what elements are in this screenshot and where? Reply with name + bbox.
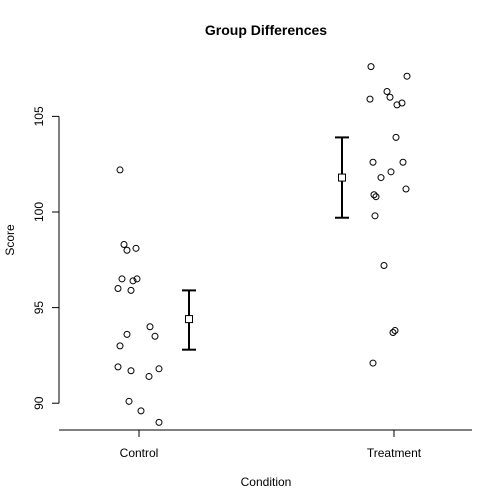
y-tick-label: 95: [32, 301, 46, 315]
data-point: [129, 277, 137, 285]
y-tick-label: 105: [32, 106, 46, 126]
x-axis-label: Condition: [241, 475, 292, 489]
data-point: [151, 332, 159, 340]
data-point: [369, 158, 377, 166]
data-point: [392, 133, 400, 141]
data-point: [366, 95, 374, 103]
x-tick-label: Control: [120, 446, 159, 460]
data-point: [370, 191, 378, 199]
data-point: [403, 72, 411, 80]
y-axis-label: Score: [3, 224, 17, 256]
data-point: [399, 158, 407, 166]
data-point: [145, 372, 153, 380]
data-point: [123, 246, 131, 254]
data-point: [155, 365, 163, 373]
data-point: [114, 284, 122, 292]
data-point: [386, 93, 394, 101]
data-point: [133, 275, 141, 283]
data-point: [120, 241, 128, 248]
data-point: [369, 359, 377, 367]
mean-marker: [185, 315, 193, 324]
data-point: [137, 407, 145, 415]
data-point: [155, 418, 163, 426]
data-point: [380, 262, 388, 270]
data-point: [391, 327, 399, 335]
data-point: [393, 101, 401, 109]
mean-marker: [338, 173, 346, 182]
chart-title: Group Differences: [205, 22, 327, 38]
data-point: [114, 363, 122, 371]
data-point: [372, 193, 380, 201]
data-point: [146, 323, 154, 331]
data-point: [383, 88, 391, 96]
data-point: [118, 275, 126, 283]
data-point: [123, 330, 131, 338]
data-point: [127, 367, 135, 375]
data-point: [402, 185, 410, 193]
data-point: [389, 328, 397, 336]
axes: 90 95 100 105 Control Treatment: [32, 106, 472, 460]
data-point: [127, 286, 135, 294]
y-tick-label: 100: [32, 202, 46, 222]
y-tick-label: 90: [32, 396, 46, 410]
data-point: [125, 397, 133, 405]
data-point: [367, 63, 375, 71]
data-point: [116, 342, 124, 350]
data-point: [132, 244, 140, 252]
data-point: [387, 168, 395, 176]
data-point: [116, 166, 124, 174]
data-marks: [114, 63, 411, 426]
data-point: [371, 212, 379, 220]
data-point: [377, 174, 385, 182]
x-tick-label: Treatment: [367, 446, 422, 460]
